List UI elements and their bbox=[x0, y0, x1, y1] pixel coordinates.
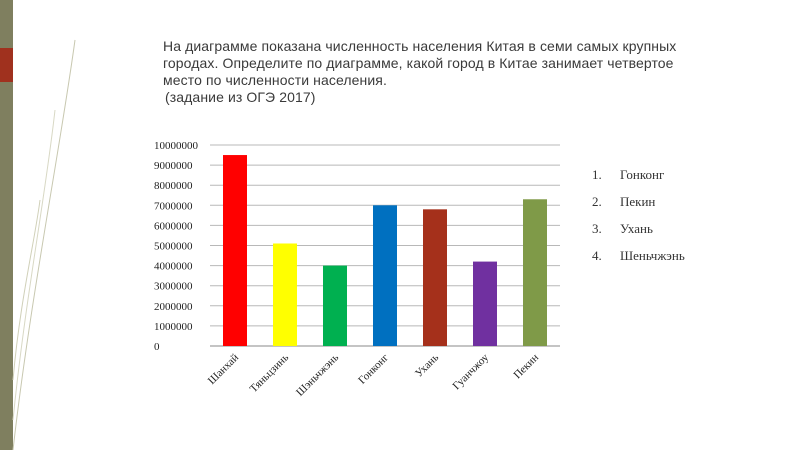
question-line: городах. Определите по диаграмме, какой … bbox=[163, 55, 674, 71]
y-tick-label: 0 bbox=[154, 341, 160, 353]
y-tick-label: 7000000 bbox=[154, 200, 193, 212]
bar bbox=[523, 199, 547, 346]
bar bbox=[473, 261, 497, 346]
x-category-label: Тяньцзинь bbox=[248, 352, 291, 395]
option-number: 1. bbox=[592, 167, 602, 182]
y-tick-label: 8000000 bbox=[154, 180, 193, 192]
answer-option: 3. Ухань bbox=[592, 221, 685, 248]
question-line: На диаграмме показана численность населе… bbox=[163, 38, 677, 54]
option-label: Ухань bbox=[620, 221, 653, 236]
option-label: Пекин bbox=[620, 194, 656, 209]
bar bbox=[423, 209, 447, 346]
y-tick-label: 5000000 bbox=[154, 241, 193, 253]
x-category-label: Гуанчжоу bbox=[450, 351, 491, 392]
left-decor-strip bbox=[0, 0, 13, 450]
answer-option: 2. Пекин bbox=[592, 194, 685, 221]
x-category-label: Шэньчжэнь bbox=[294, 352, 341, 399]
y-tick-label: 10000000 bbox=[154, 140, 199, 152]
x-category-label: Пекин bbox=[511, 352, 541, 382]
y-tick-label: 2000000 bbox=[154, 301, 193, 313]
x-category-label: Шанхай bbox=[206, 352, 241, 387]
decorative-curves bbox=[12, 39, 76, 450]
y-tick-label: 1000000 bbox=[154, 321, 193, 333]
option-label: Шеньчжэнь bbox=[620, 248, 685, 263]
question-source: (задание из ОГЭ 2017) bbox=[165, 89, 316, 105]
x-category-label: Гонконг bbox=[356, 351, 391, 386]
y-tick-label: 4000000 bbox=[154, 261, 193, 273]
y-tick-label: 6000000 bbox=[154, 220, 193, 232]
bar bbox=[273, 243, 297, 346]
answer-option: 1. Гонконг bbox=[592, 167, 685, 194]
option-number: 4. bbox=[592, 248, 602, 263]
answer-option: 4. Шеньчжэнь bbox=[592, 248, 685, 275]
bar bbox=[323, 265, 347, 346]
population-bar-chart: 0 1000000 2000000 3000000 4000000 5000000 6000… bbox=[154, 140, 560, 399]
question-text: На диаграмме показана численность населе… bbox=[163, 38, 763, 106]
y-tick-label: 9000000 bbox=[154, 160, 193, 172]
bar bbox=[223, 155, 247, 346]
title-accent-bar bbox=[0, 48, 13, 82]
option-number: 2. bbox=[592, 194, 602, 209]
y-tick-label: 3000000 bbox=[154, 281, 193, 293]
bar bbox=[373, 205, 397, 346]
x-category-label: Ухань bbox=[413, 352, 441, 380]
question-line: место по численности населения. bbox=[163, 72, 387, 88]
answer-options: 1. Гонконг 2. Пекин 3. Ухань 4. Шеньчжэнь bbox=[592, 167, 685, 275]
option-number: 3. bbox=[592, 221, 602, 236]
option-label: Гонконг bbox=[620, 167, 665, 182]
